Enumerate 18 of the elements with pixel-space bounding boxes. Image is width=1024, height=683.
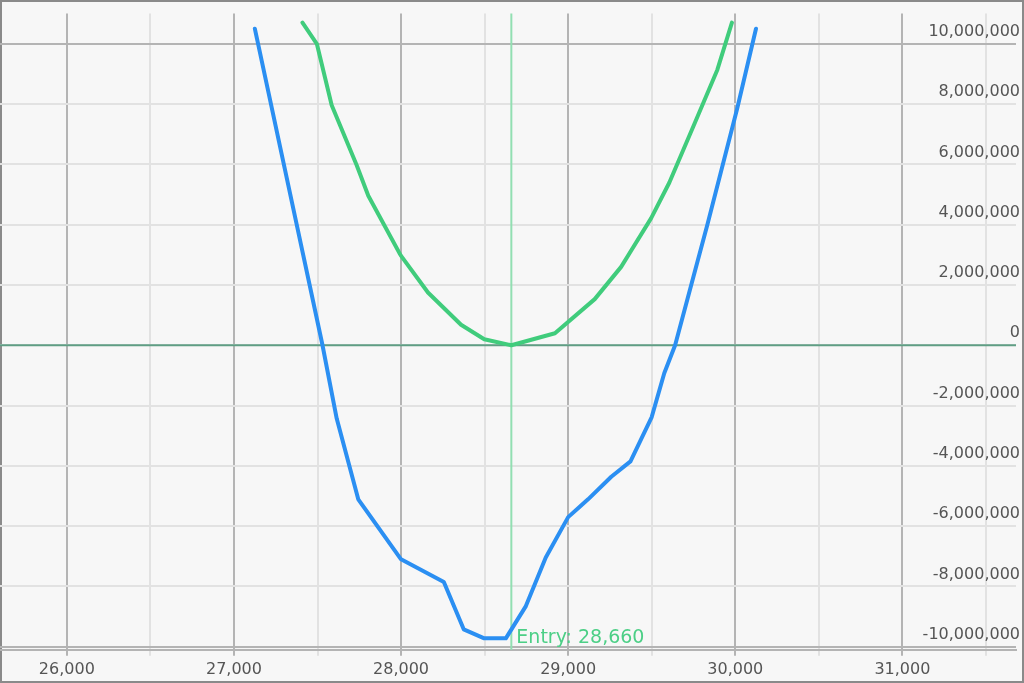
ref-line-label: Entry: 28,660 bbox=[516, 625, 645, 648]
y-tick-label: -2,000,000 bbox=[932, 382, 1020, 402]
y-tick-label: -4,000,000 bbox=[932, 443, 1020, 463]
y-tick-label: -6,000,000 bbox=[932, 503, 1020, 523]
y-tick-label: 10,000,000 bbox=[928, 20, 1020, 40]
y-tick-label: 6,000,000 bbox=[938, 141, 1020, 161]
x-tick-label: 29,000 bbox=[540, 658, 597, 678]
y-tick-label: 0 bbox=[1009, 322, 1020, 342]
y-tick-label: -8,000,000 bbox=[932, 563, 1020, 583]
x-tick-label: 30,000 bbox=[707, 658, 764, 678]
y-tick-label: 4,000,000 bbox=[938, 201, 1020, 221]
x-tick-label: 26,000 bbox=[38, 658, 95, 678]
x-tick-label: 31,000 bbox=[874, 658, 931, 678]
y-tick-label: 2,000,000 bbox=[938, 262, 1020, 282]
y-tick-label: 8,000,000 bbox=[938, 81, 1020, 101]
x-tick-label: 27,000 bbox=[205, 658, 262, 678]
y-tick-label: -10,000,000 bbox=[922, 623, 1020, 643]
x-tick-label: 28,000 bbox=[373, 658, 430, 678]
